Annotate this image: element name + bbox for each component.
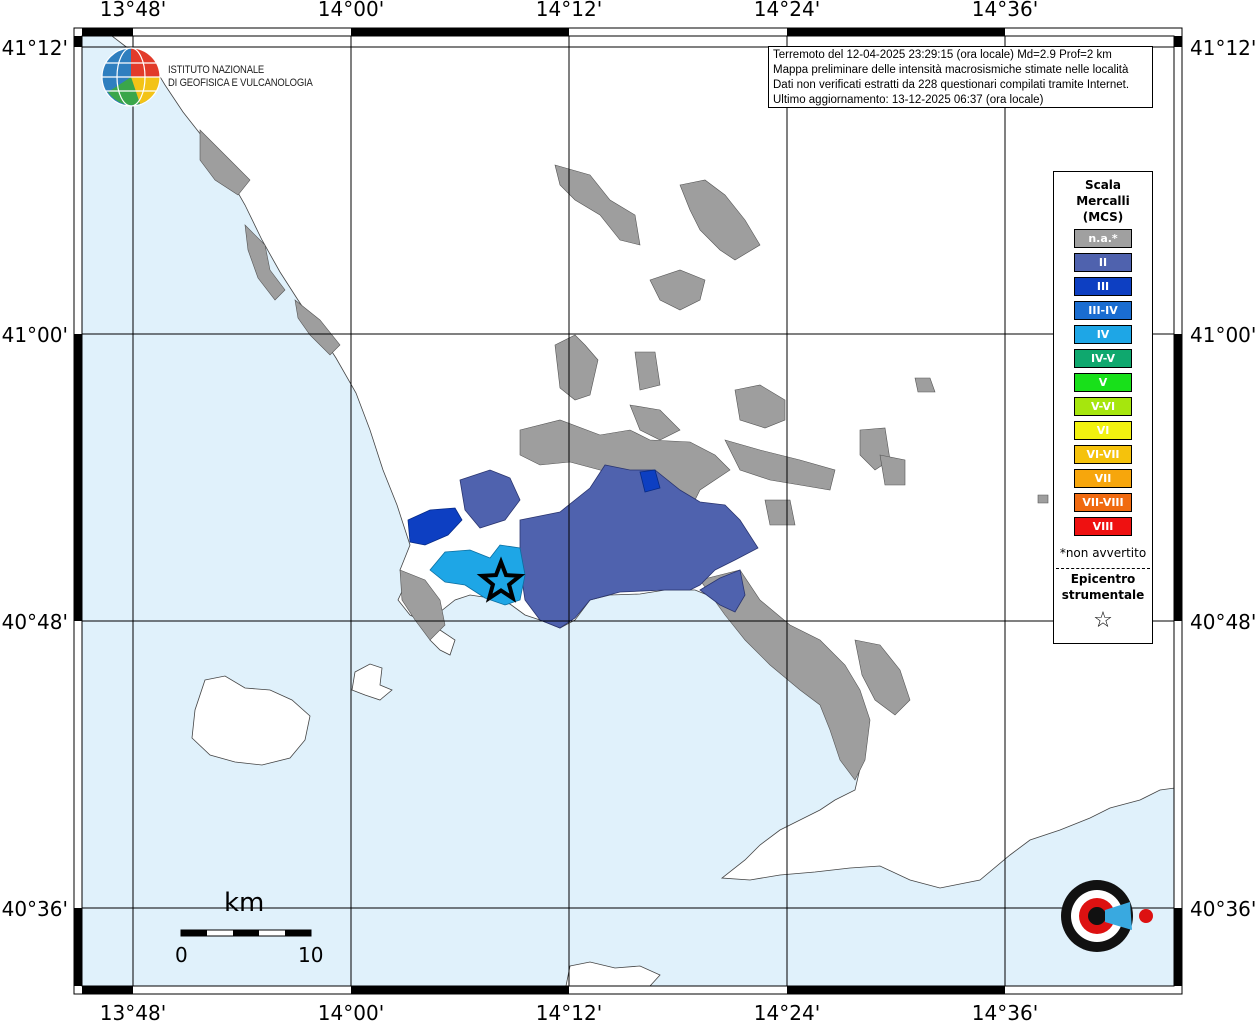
capri-island <box>565 961 661 986</box>
procida-island <box>351 663 393 701</box>
event-info-line: Ultimo aggiornamento: 13-12-2025 06:37 (… <box>773 94 1044 106</box>
legend-swatch: VII-VIII <box>1074 493 1132 512</box>
ingv-logo <box>100 46 330 110</box>
legend-swatch: VIII <box>1074 517 1132 536</box>
intensity-II-area <box>519 464 759 629</box>
lat-label: 41°12' <box>2 36 68 60</box>
lon-labels-top: 13°48' 14°00' 14°12' 14°24' 14°36' <box>100 0 1038 21</box>
intensity-II-area-east <box>699 569 746 613</box>
event-info-line: Terremoto del 12-04-2025 23:29:15 (ora l… <box>773 49 1112 61</box>
intensity-III-area <box>407 507 463 546</box>
lon-label: 14°00' <box>318 1001 384 1024</box>
legend-swatch: V-VI <box>1074 397 1132 416</box>
intensity-III-area-north <box>639 469 661 493</box>
lon-label: 14°36' <box>972 1001 1038 1024</box>
mcs-legend: Scala Mercalli (MCS) n.a.* II III III-IV IV I… <box>1053 171 1153 644</box>
event-info-box: Terremoto del 12-04-2025 23:29:15 (ora l… <box>768 46 1153 108</box>
lon-label: 14°36' <box>972 0 1038 21</box>
lat-label: 41°00' <box>2 323 68 347</box>
legend-epicenter-label: Epicentro strumentale <box>1054 571 1152 603</box>
lat-label: 40°36' <box>2 897 68 921</box>
lon-label: 14°00' <box>318 0 384 21</box>
intensity-II-area-north <box>459 469 521 529</box>
lon-label: 13°48' <box>100 0 166 21</box>
legend-title-line: Scala <box>1084 178 1122 192</box>
map-frame <box>73 27 1183 995</box>
scale-start: 0 <box>175 943 188 967</box>
legend-swatch: VI-VII <box>1074 445 1132 464</box>
lon-label: 14°12' <box>536 0 602 21</box>
legend-title: Scala Mercalli (MCS) <box>1054 177 1152 225</box>
scale-unit: km <box>224 888 265 918</box>
legend-divider <box>1056 568 1150 569</box>
lat-labels-right: 41°12' 41°00' 40°48' 40°36' <box>1190 36 1255 921</box>
legend-swatch: III-IV <box>1074 301 1132 320</box>
epicenter-star <box>476 556 526 603</box>
ischia-island <box>191 675 311 766</box>
legend-swatch: III <box>1074 277 1132 296</box>
lon-label: 13°48' <box>100 1001 166 1024</box>
lon-label: 14°12' <box>536 1001 602 1024</box>
star-icon: ☆ <box>1093 608 1113 633</box>
lat-label: 40°36' <box>1190 897 1255 921</box>
legend-swatch: VI <box>1074 421 1132 440</box>
legend-epicenter-line: Epicentro <box>1070 572 1136 586</box>
legend-epicenter-line: strumentale <box>1061 588 1145 602</box>
lon-labels-bottom: 13°48' 14°00' 14°12' 14°24' 14°36' <box>100 1001 1038 1025</box>
haisentito-logo <box>1061 880 1153 952</box>
legend-swatch: VII <box>1074 469 1132 488</box>
legend-swatch: V <box>1074 373 1132 392</box>
event-info-line: Mappa preliminare delle intensità macros… <box>773 64 1129 76</box>
lat-label: 41°00' <box>1190 323 1255 347</box>
ingv-name: ISTITUTO NAZIONALE DI GEOFISICA E VULCAN… <box>168 64 313 90</box>
ingv-name-line: ISTITUTO NAZIONALE <box>168 64 265 76</box>
legend-swatch: n.a.* <box>1074 229 1132 248</box>
legend-title-line: Mercalli <box>1076 194 1130 208</box>
legend-title-line: (MCS) <box>1082 210 1124 224</box>
legend-swatch: IV <box>1074 325 1132 344</box>
urban-areas <box>199 129 1049 781</box>
scale-bar <box>180 929 312 937</box>
scale-end: 10 <box>298 943 324 967</box>
legend-note: *non avvertito <box>1059 546 1147 560</box>
lon-label: 14°24' <box>754 1001 820 1024</box>
lon-label: 14°24' <box>754 0 820 21</box>
lat-label: 40°48' <box>2 610 68 634</box>
lat-labels-left: 41°12' 41°00' 40°48' 40°36' <box>2 36 68 921</box>
lat-label: 41°12' <box>1190 36 1255 60</box>
globe-icon <box>101 47 161 107</box>
ingv-name-line: DI GEOFISICA E VULCANOLOGIA <box>168 77 313 89</box>
legend-swatch: IV-V <box>1074 349 1132 368</box>
lat-label: 40°48' <box>1190 610 1255 634</box>
legend-items: n.a.* II III III-IV IV IV-V V V-VI VI VI-VII VII VI… <box>1074 229 1132 541</box>
event-info-line: Dati non verificati estratti da 228 ques… <box>773 79 1130 91</box>
legend-swatch: II <box>1074 253 1132 272</box>
